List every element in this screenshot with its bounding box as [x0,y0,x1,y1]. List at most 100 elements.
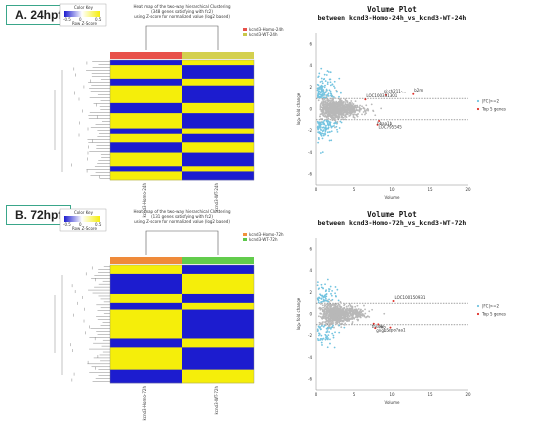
data-point [356,311,358,314]
sig-point [319,294,322,297]
data-point [364,113,366,116]
color-key-bar [64,216,100,222]
data-point [357,318,360,321]
data-point [364,308,366,311]
volcano-y-label: log₂ fold change [296,297,301,330]
data-point [322,314,325,317]
sig-point [337,299,340,302]
data-point [351,311,354,314]
data-point [324,100,327,103]
top-gene-point [372,322,375,325]
sig-point [325,331,328,334]
sig-point [320,301,322,304]
heatmap-border [109,264,255,384]
sig-point [323,324,326,327]
top-gene-point [377,323,380,326]
y-tick-label: -6 [308,377,312,382]
data-point [365,316,367,319]
heatmap-legend-swatch [243,33,247,36]
y-tick-label: 2 [309,85,312,90]
sig-point [320,341,323,344]
data-point [356,309,359,312]
y-tick-label: 6 [309,41,312,46]
sig-point [321,151,324,154]
data-point [334,316,337,319]
sig-point [327,95,330,97]
volcano-points [316,278,395,349]
data-point [363,108,366,110]
data-point [346,307,349,310]
sig-point [318,72,321,75]
data-point [330,99,332,102]
data-point [355,106,358,109]
data-point [333,326,335,329]
data-point [322,100,325,103]
volcano-legend-fc: |FC|>=2 [482,99,499,104]
sig-point [334,292,336,295]
data-point [341,310,344,313]
data-point [359,315,362,318]
data-point [370,103,373,106]
data-point [336,311,339,314]
data-point [367,108,370,111]
sig-point [326,131,329,134]
data-point [358,315,360,318]
data-point [329,305,332,308]
data-point [333,306,336,308]
heatmap-legend-swatch [243,238,247,241]
sig-point [328,89,331,92]
data-point [323,98,326,100]
data-point [344,316,347,319]
heatmap-title-line: Heat map of the two-way hierarchical Clu… [133,209,231,214]
sig-point [326,81,329,84]
sig-point [329,81,332,84]
data-point [319,108,322,111]
heatmap-cell [110,60,182,66]
sig-point [323,73,326,76]
heatmap-legend-label: kcnd3-Homo-24h [249,27,284,32]
sig-point [322,295,324,298]
data-point [333,108,336,111]
data-point [324,115,327,118]
data-point [336,317,339,320]
sig-point [323,93,326,96]
sig-point [319,133,322,136]
data-point [339,305,341,308]
data-point [351,322,354,325]
data-point [328,312,331,315]
sig-point [326,278,329,281]
sig-point [326,335,329,338]
data-point [337,110,340,113]
data-point [339,106,342,108]
sig-point [320,337,323,340]
color-key-title: Color Key [74,5,94,10]
sig-point [324,283,326,286]
data-point [348,108,351,110]
heatmap-cell [110,97,182,104]
data-point [337,302,339,305]
data-point [329,318,332,321]
volcano-legend-top: Top 5 genes [481,312,506,317]
sig-point [320,67,323,70]
color-key-tick: 0.5 [95,17,102,22]
heatmap-legend-swatch [243,233,247,236]
data-point [333,101,335,104]
sig-point [325,124,327,127]
sig-point [317,76,320,79]
sig-point [329,121,332,124]
heatmap-title-line: (131 genes satisfying with fc2) [151,214,213,219]
heatmap-cell [110,338,182,348]
data-point [319,107,322,109]
sig-point [327,334,330,337]
data-point [374,114,377,117]
data-point [346,315,349,318]
data-point [331,118,334,120]
data-point [342,311,345,314]
data-point [323,315,326,318]
data-point [338,115,341,118]
data-point [325,105,328,107]
sig-point [333,85,335,88]
data-point [321,323,324,326]
